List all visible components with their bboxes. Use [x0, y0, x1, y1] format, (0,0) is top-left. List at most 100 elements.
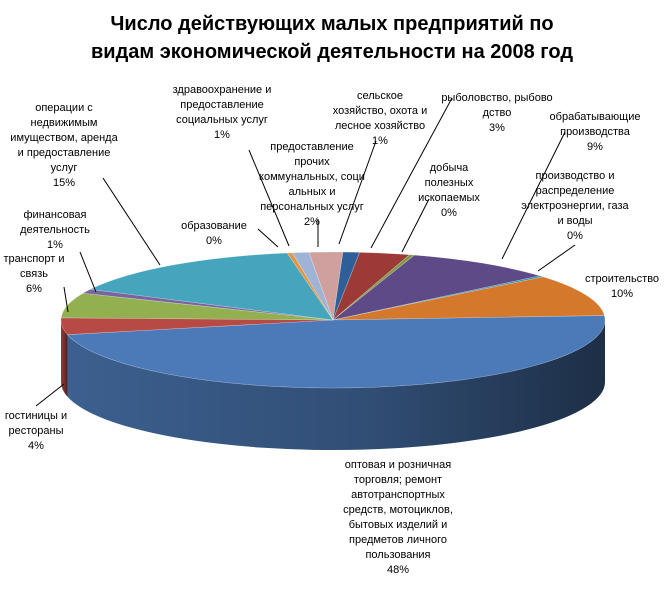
slice-label-line: предметов личного	[349, 534, 447, 546]
pie-top-faces	[60, 251, 606, 389]
slice-label-line: альных и	[289, 186, 336, 198]
pie-slice-оптовая-и-розничная	[66, 315, 606, 389]
slice-label-производство-и: производство и распределение электроэнерги…	[521, 170, 629, 242]
slice-label-line: коммунальных, соци	[259, 171, 365, 183]
slice-label-предоставление: предоставление прочих коммунальных, соци ал…	[259, 141, 365, 228]
slice-percent: 1%	[214, 129, 230, 141]
pie-labels: сельское хозяйство, охота и лесное хозяйст…	[3, 84, 659, 576]
pie-side-shading	[67, 320, 605, 451]
slice-label-line: лесное хозяйство	[335, 120, 425, 132]
slice-label-line: распределение	[536, 185, 615, 197]
slice-label-гостиницы-и: гостиницы и рестораны 4%	[5, 410, 67, 452]
slice-label-line: имуществом, аренда	[10, 132, 118, 144]
slice-label-line: транспорт и	[3, 253, 64, 265]
pie-side-faces	[60, 320, 605, 451]
slice-label-line: услуг	[51, 162, 78, 174]
slice-label-сельское: сельское хозяйство, охота и лесное хозяйст…	[333, 90, 427, 147]
slice-label-line: торговля; ремонт	[354, 474, 442, 486]
leader-line-рыболовство-рыбово	[370, 97, 453, 249]
slice-label-операции-с: операции с недвижимым имуществом, аренда и …	[10, 102, 118, 189]
leader-line-производство-и	[537, 244, 576, 272]
slice-label-транспорт-и: транспорт и связь 6%	[3, 253, 64, 295]
leader-line-транспорт-и	[63, 286, 69, 313]
chart-title-line-2: видам экономической деятельности на 2008…	[91, 41, 573, 63]
slice-label-line: электроэнергии, газа	[521, 200, 629, 212]
chart-title-line-1: Число действующих малых предприятий по	[110, 13, 553, 35]
slice-percent: 15%	[53, 177, 75, 189]
pie-slice-гостиницы-и	[60, 317, 334, 335]
slice-label-line: прочих	[294, 156, 330, 168]
pie-slice-здравоохранение-и	[291, 251, 334, 321]
leader-line-добыча	[401, 198, 430, 253]
slice-label-обрабатывающие: обрабатывающие производства 9%	[550, 111, 641, 153]
slice-label-line: добыча	[430, 162, 469, 174]
leader-line-операции-с	[102, 177, 161, 266]
slice-percent: 4%	[28, 440, 44, 452]
pie-slice-сельское	[332, 251, 361, 321]
slice-label-line: социальных услуг	[176, 114, 268, 126]
leader-line-обрабатывающие	[501, 131, 566, 260]
slice-label-строительство: строительство 10%	[585, 273, 659, 300]
slice-label-line: гостиницы и	[5, 410, 67, 422]
slice-label-line: персональных услуг	[260, 201, 364, 213]
slice-percent: 1%	[47, 239, 63, 251]
pie-leader-lines	[35, 97, 576, 407]
slice-label-line: связь	[20, 268, 48, 280]
slice-label-line: ископаемых	[418, 192, 480, 204]
slice-percent: 2%	[304, 216, 320, 228]
slice-label-line: финансовая	[24, 209, 87, 221]
slice-label-финансовая: финансовая деятельность 1%	[20, 209, 90, 251]
slice-label-line: строительство	[585, 273, 659, 285]
slice-label-line: и воды	[557, 215, 592, 227]
slice-label-line: предоставление	[270, 141, 353, 153]
slice-label-добыча: добыча полезных ископаемых 0%	[418, 162, 480, 219]
pie-slice-производство-и	[332, 275, 544, 321]
leader-line-сельское	[338, 140, 377, 245]
leader-line-здравоохранение-и	[248, 149, 290, 247]
pie-slice-предоставление	[308, 251, 344, 321]
slice-label-рыболовство-рыбово: рыболовство, рыбово дство 3%	[441, 92, 552, 134]
slice-percent: 0%	[441, 207, 457, 219]
pie-slice-добыча	[332, 254, 416, 321]
slice-label-line: пользования	[365, 549, 430, 561]
slice-percent: 6%	[26, 283, 42, 295]
slice-label-line: и предоставление	[18, 147, 111, 159]
slice-label-line: средств, мотоциклов,	[343, 504, 453, 516]
slice-percent: 48%	[387, 564, 409, 576]
slice-percent: 10%	[611, 288, 633, 300]
slice-label-line: автотранспортных	[351, 489, 445, 501]
slice-percent: 1%	[372, 135, 388, 147]
slice-label-line: недвижимым	[31, 117, 98, 129]
slice-label-line: деятельность	[20, 224, 90, 236]
slice-label-line: оптовая и розничная	[345, 459, 451, 471]
slice-label-line: обрабатывающие	[550, 111, 641, 123]
pie-slice-строительство	[332, 276, 605, 321]
leader-line-образование	[257, 228, 279, 248]
slice-label-line: производство и	[536, 170, 615, 182]
slice-label-line: предоставление	[180, 99, 263, 111]
slice-label-line: производства	[560, 126, 631, 138]
pie-slice-обрабатывающие	[332, 254, 540, 321]
slice-label-line: сельское	[357, 90, 403, 102]
slice-percent: 9%	[587, 141, 603, 153]
slice-label-line: хозяйство, охота и	[333, 105, 427, 117]
pie-slice-операции-с	[89, 252, 334, 321]
slice-percent: 0%	[567, 230, 583, 242]
slice-label-line: рыболовство, рыбово	[441, 92, 552, 104]
pie-slice-образование	[286, 252, 334, 321]
leader-line-гостиницы-и	[35, 383, 65, 407]
pie-slice-транспорт-и	[60, 292, 334, 321]
pie-slice-финансовая	[82, 289, 334, 321]
slice-percent: 3%	[489, 122, 505, 134]
slice-label-line: бытовых изделий и	[349, 519, 448, 531]
slice-percent: 0%	[206, 235, 222, 247]
slice-label-line: полезных	[425, 177, 474, 189]
slice-label-здравоохранение-и: здравоохранение и предоставление социальны…	[173, 84, 272, 141]
slice-label-line: рестораны	[9, 425, 64, 437]
slice-label-line: дство	[483, 107, 512, 119]
slice-label-оптовая-и-розничная: оптовая и розничная торговля; ремонт автот…	[343, 459, 453, 576]
pie-slice-рыболовство-рыбово	[332, 252, 411, 321]
slice-label-line: операции с	[35, 102, 93, 114]
pie-side-shading	[60, 320, 68, 397]
